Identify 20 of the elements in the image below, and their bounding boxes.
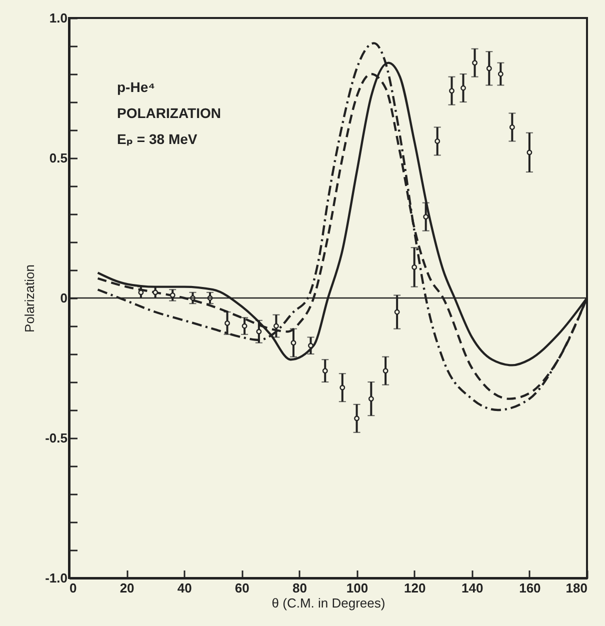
- y-tick-label: 0.5: [49, 150, 68, 166]
- x-tick-label: 40: [177, 580, 192, 596]
- x-axis-title: θ (C.M. in Degrees): [272, 596, 386, 610]
- annotation: p-He⁴: [117, 79, 156, 95]
- y-tick-label: -0.5: [45, 430, 68, 446]
- annotation: POLARIZATION: [117, 105, 221, 121]
- y-tick-label: 0: [60, 290, 68, 306]
- x-tick-label: 100: [346, 580, 368, 596]
- x-tick-label: 120: [404, 580, 426, 596]
- annotation: Eₚ = 38 MeV: [117, 131, 198, 147]
- x-tick-label: 20: [120, 580, 134, 596]
- y-axis-title: Polarization: [22, 264, 38, 332]
- x-tick-label: 140: [462, 580, 484, 596]
- x-tick-label: 0: [70, 580, 77, 596]
- x-tick-label: 180: [566, 580, 588, 596]
- x-tick-label: 60: [234, 580, 250, 596]
- x-tick-label: 160: [519, 580, 541, 596]
- y-tick-label: -1.0: [45, 570, 68, 586]
- y-tick-label: 1.0: [49, 10, 68, 26]
- x-tick-label: 80: [292, 580, 307, 596]
